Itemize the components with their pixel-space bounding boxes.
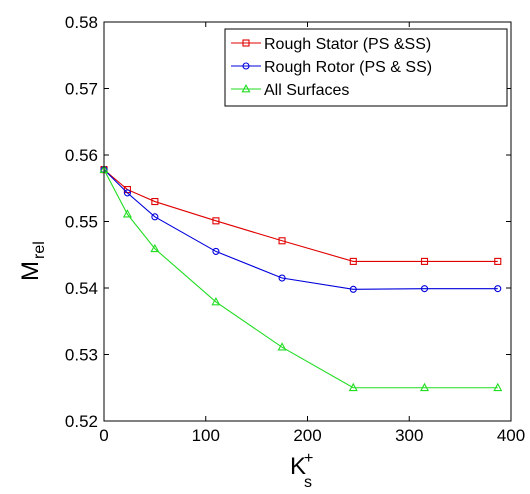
x-tick-label: 200 [293, 426, 321, 445]
square-series-line [103, 169, 498, 262]
square-series-point [212, 217, 220, 225]
circle-series-point [123, 189, 131, 197]
triangle-series-point [150, 243, 160, 253]
y-axis-label-subscript: rel [31, 241, 48, 259]
x-tick-label: 400 [497, 426, 525, 445]
legend-square-marker [242, 39, 250, 47]
series-1 [100, 166, 502, 265]
legend-entry-label: Rough Rotor (PS & SS) [264, 59, 432, 76]
circle-series-point [349, 285, 357, 293]
x-axis-label-subscript: s [304, 474, 312, 491]
y-tick-label: 0.56 [65, 146, 98, 165]
circle-series-point [151, 213, 159, 221]
legend-entry-label: All Surfaces [264, 82, 349, 99]
circle-series-line [103, 169, 498, 290]
x-tick-label: 0 [99, 426, 108, 445]
y-axis-label-main: M [17, 261, 44, 281]
axis-ticks: 0 100 200 300 400 0.52 0.53 0.54 0.55 0.56 0.57 0.5… [65, 13, 525, 445]
y-tick-label: 0.52 [65, 412, 98, 431]
legend-circle-marker [242, 62, 250, 70]
square-series-point [420, 257, 429, 265]
legend-box [224, 28, 508, 107]
x-axis-label: K [290, 453, 306, 480]
triangle-series-point [419, 382, 430, 392]
triangle-series-line [103, 169, 498, 389]
y-tick-label: 0.58 [65, 13, 98, 32]
square-series-point [151, 198, 159, 206]
x-tick-label: 100 [192, 426, 220, 445]
series-3 [99, 164, 503, 392]
legend-entry-label: Rough Stator (PS &SS) [264, 36, 431, 53]
square-series-point [494, 257, 502, 265]
circle-series-point [420, 285, 429, 293]
triangle-series-point [211, 297, 221, 306]
legend-triangle-marker [241, 84, 251, 93]
triangle-series-point [493, 382, 503, 392]
circle-series-point [494, 285, 502, 293]
x-axis-label-superscript: + [304, 450, 313, 467]
y-tick-label: 0.54 [65, 279, 98, 298]
y-tick-label: 0.57 [65, 80, 98, 99]
circle-series-point [212, 247, 220, 255]
series-2 [100, 166, 502, 293]
square-series-point [349, 257, 357, 265]
square-series-point [278, 237, 286, 245]
y-tick-label: 0.55 [65, 213, 98, 232]
legend: Rough Stator (PS &SS) Rough Rotor (PS & S… [224, 28, 508, 107]
y-tick-label: 0.53 [65, 346, 98, 365]
series-layer [99, 164, 503, 392]
y-axis-label: M rel [17, 241, 48, 281]
triangle-series-point [348, 382, 358, 392]
circle-series-point [278, 274, 286, 282]
triangle-series-point [277, 342, 287, 351]
triangle-series-point [122, 209, 132, 218]
x-tick-label: 300 [395, 426, 423, 445]
